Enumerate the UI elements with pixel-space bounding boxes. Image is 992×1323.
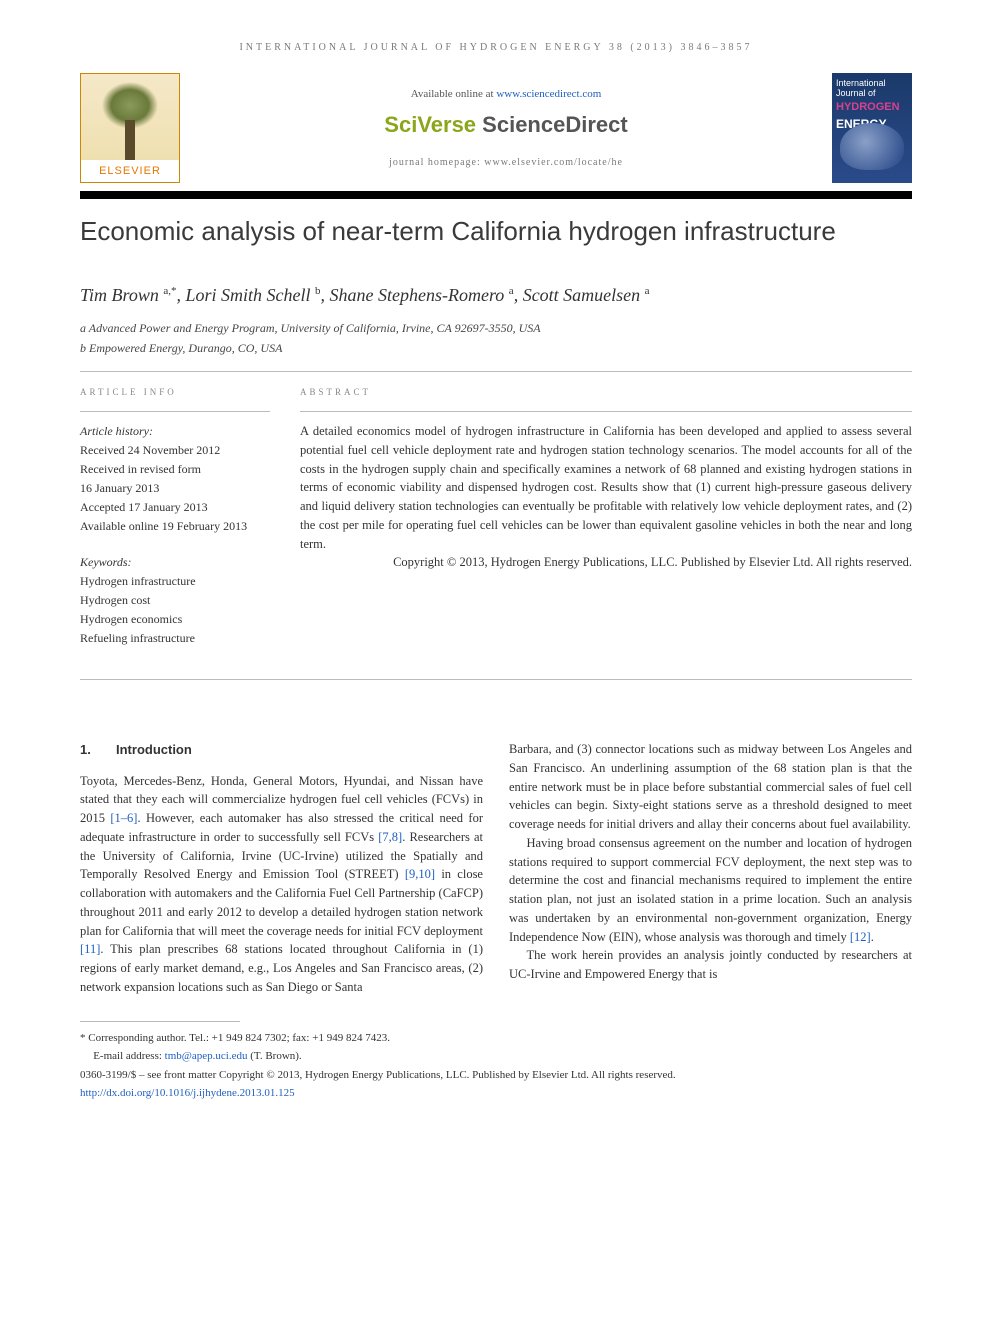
abstract-rule (300, 411, 912, 412)
corresponding-author-note: * Corresponding author. Tel.: +1 949 824… (80, 1030, 912, 1047)
cover-hydrogen: HYDROGEN (836, 99, 908, 116)
cover-line1: International Journal of (836, 79, 908, 99)
section-label: Introduction (116, 742, 192, 757)
citation-link[interactable]: [9,10] (405, 867, 435, 881)
affiliation-b: b Empowered Energy, Durango, CO, USA (80, 339, 912, 357)
sciencedirect-link[interactable]: www.sciencedirect.com (496, 88, 601, 100)
journal-homepage-line: journal homepage: www.elsevier.com/locat… (192, 155, 820, 170)
keyword: Hydrogen infrastructure (80, 572, 270, 590)
top-band: ELSEVIER Available online at www.science… (80, 73, 912, 183)
section-1-heading: 1.Introduction (80, 740, 483, 760)
history-revised-line2: 16 January 2013 (80, 479, 270, 497)
elsevier-trunk-icon (125, 120, 135, 160)
author-affiliation-marker: a,* (163, 285, 176, 297)
abstract-text: A detailed economics model of hydrogen i… (300, 422, 912, 553)
author-list: Tim Brown a,*, Lori Smith Schell b, Shan… (80, 282, 912, 309)
issn-copyright-line: 0360-3199/$ – see front matter Copyright… (80, 1067, 912, 1084)
citation-link[interactable]: [7,8] (378, 830, 402, 844)
email-line: E-mail address: tmb@apep.uci.edu (T. Bro… (80, 1048, 912, 1065)
intro-paragraph-1-cont: Barbara, and (3) connector locations suc… (509, 740, 912, 834)
history-online: Available online 19 February 2013 (80, 517, 270, 535)
footnote-rule (80, 1021, 240, 1022)
sciverse-word: SciVerse (384, 112, 482, 137)
citation-link[interactable]: [12] (850, 930, 871, 944)
section-number: 1. (80, 740, 116, 760)
info-rule (80, 411, 270, 412)
keyword: Hydrogen economics (80, 610, 270, 628)
text-run: . This plan prescribes 68 stations locat… (80, 942, 483, 994)
intro-paragraph-3: The work herein provides an analysis joi… (509, 946, 912, 984)
cover-image-icon (840, 123, 904, 170)
citation-link[interactable]: [11] (80, 942, 100, 956)
keyword: Hydrogen cost (80, 591, 270, 609)
text-run: . (871, 930, 874, 944)
copyright-line: Copyright © 2013, Hydrogen Energy Public… (300, 553, 912, 572)
abstract-column: ABSTRACT A detailed economics model of h… (300, 386, 912, 666)
keyword: Refueling infrastructure (80, 629, 270, 647)
doi-link[interactable]: http://dx.doi.org/10.1016/j.ijhydene.201… (80, 1087, 295, 1099)
sciverse-sciencedirect-logo: SciVerse ScienceDirect (192, 108, 820, 141)
intro-paragraph-2: Having broad consensus agreement on the … (509, 834, 912, 947)
elsevier-logo: ELSEVIER (80, 73, 180, 183)
abstract-heading: ABSTRACT (300, 386, 912, 400)
keywords-block: Keywords: Hydrogen infrastructure Hydrog… (80, 553, 270, 647)
affiliation-a: a Advanced Power and Energy Program, Uni… (80, 319, 912, 337)
author-affiliation-marker: a (645, 285, 650, 297)
body-column-left: 1.Introduction Toyota, Mercedes-Benz, Ho… (80, 740, 483, 997)
text-run: Having broad consensus agreement on the … (509, 836, 912, 944)
email-label: E-mail address: (93, 1050, 164, 1062)
article-history: Article history: Received 24 November 20… (80, 422, 270, 535)
body-column-right: Barbara, and (3) connector locations suc… (509, 740, 912, 997)
sciencedirect-word: ScienceDirect (482, 112, 628, 137)
email-tail: (T. Brown). (248, 1050, 302, 1062)
author-affiliation-marker: a (509, 285, 514, 297)
rule-below-abstract (80, 679, 912, 680)
author-email-link[interactable]: tmb@apep.uci.edu (165, 1050, 248, 1062)
history-revised-line1: Received in revised form (80, 460, 270, 478)
journal-citation-header: INTERNATIONAL JOURNAL OF HYDROGEN ENERGY… (80, 40, 912, 55)
available-online-line: Available online at www.sciencedirect.co… (192, 86, 820, 103)
elsevier-name: ELSEVIER (81, 160, 179, 183)
info-abstract-row: ARTICLE INFO Article history: Received 2… (80, 386, 912, 666)
header-center: Available online at www.sciencedirect.co… (192, 86, 820, 171)
article-info-column: ARTICLE INFO Article history: Received 2… (80, 386, 270, 666)
body-columns: 1.Introduction Toyota, Mercedes-Benz, Ho… (80, 740, 912, 997)
journal-cover-thumbnail: International Journal of HYDROGEN ENERGY (832, 73, 912, 183)
keywords-label: Keywords: (80, 553, 270, 571)
history-label: Article history: (80, 422, 270, 440)
citation-link[interactable]: [1–6] (110, 811, 137, 825)
article-info-heading: ARTICLE INFO (80, 386, 270, 400)
author-affiliation-marker: b (315, 285, 321, 297)
intro-paragraph-1: Toyota, Mercedes-Benz, Honda, General Mo… (80, 772, 483, 997)
affiliations: a Advanced Power and Energy Program, Uni… (80, 319, 912, 357)
available-text: Available online at (411, 88, 497, 100)
title-rule (80, 191, 912, 199)
history-received: Received 24 November 2012 (80, 441, 270, 459)
article-title: Economic analysis of near-term Californi… (80, 215, 912, 248)
history-accepted: Accepted 17 January 2013 (80, 498, 270, 516)
footnotes: * Corresponding author. Tel.: +1 949 824… (80, 1030, 912, 1102)
rule-above-abstract (80, 371, 912, 372)
